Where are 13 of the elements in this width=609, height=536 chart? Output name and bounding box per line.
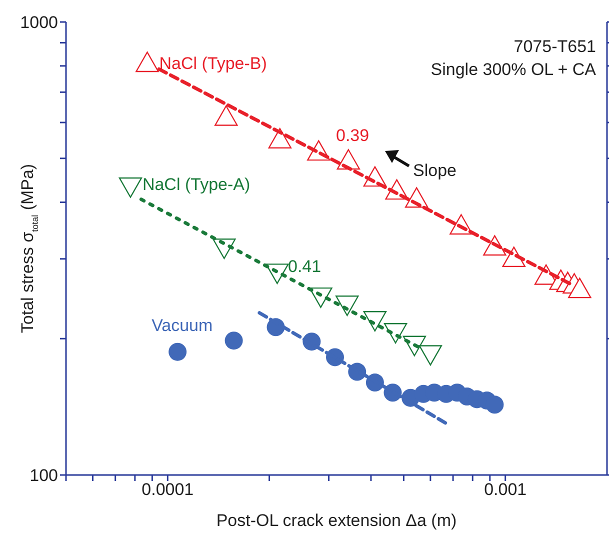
series-label: NaCl (Type-B) — [159, 54, 267, 74]
x-tick-label: 0.001 — [484, 480, 527, 500]
annotation: 0.41 — [288, 256, 322, 276]
annotation: 0.39 — [336, 126, 370, 145]
annotation: 7075-T651 — [514, 36, 596, 56]
x-tick-label: 0.0001 — [142, 480, 194, 500]
y-tick-label: 100 — [30, 466, 58, 486]
x-axis-title: Post-OL crack extension Δa (m) — [216, 511, 457, 530]
annotation: Slope — [413, 160, 456, 180]
annotation: Single 300% OL + CA — [430, 60, 597, 79]
series-label: Vacuum — [152, 316, 213, 335]
series-label: NaCl (Type-A) — [142, 175, 250, 194]
y-tick-label: 1000 — [20, 13, 58, 32]
